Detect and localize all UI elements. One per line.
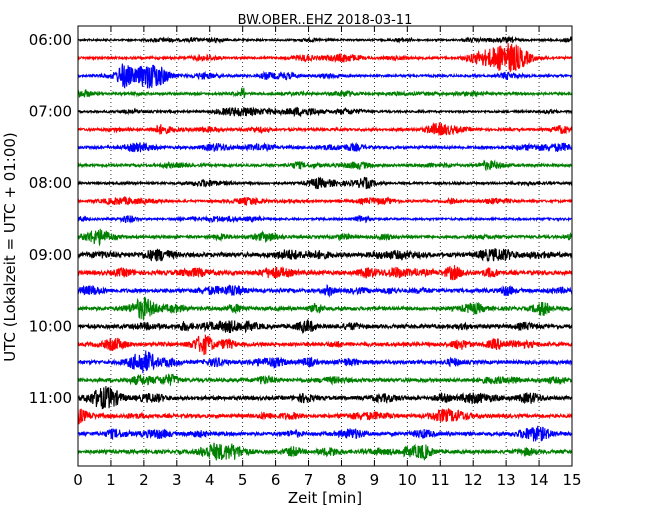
x-tick-label: 15 xyxy=(562,471,581,489)
x-tick-label: 9 xyxy=(370,471,380,489)
x-tick-label: 13 xyxy=(497,471,516,489)
y-axis-label: UTC (Lokalzeit = UTC + 01:00) xyxy=(1,132,19,362)
x-tick-label: 14 xyxy=(530,471,549,489)
trace-11:45 xyxy=(77,442,573,461)
y-tick-label: 11:00 xyxy=(29,389,72,407)
trace-06:45 xyxy=(77,87,573,99)
trace-08:00 xyxy=(77,176,573,190)
trace-09:00 xyxy=(77,248,573,263)
x-tick-label: 11 xyxy=(431,471,450,489)
y-tick-label: 09:00 xyxy=(29,246,72,264)
x-tick-label: 0 xyxy=(73,471,83,489)
y-tick-label: 06:00 xyxy=(29,31,72,49)
trace-11:15 xyxy=(77,407,573,425)
x-axis-label: Zeit [min] xyxy=(288,489,362,507)
trace-10:30 xyxy=(77,350,573,374)
trace-10:15 xyxy=(77,334,573,356)
x-tick-label: 8 xyxy=(337,471,347,489)
trace-09:30 xyxy=(77,283,573,298)
grid-lines xyxy=(110,26,540,466)
trace-08:30 xyxy=(77,214,573,224)
x-tick-label: 6 xyxy=(271,471,281,489)
trace-09:15 xyxy=(77,265,573,281)
y-axis-ticks: 06:00 07:00 08:00 09:00 10:00 11:00 xyxy=(29,31,572,407)
trace-07:00 xyxy=(77,106,573,118)
plot-frame xyxy=(77,25,573,467)
trace-09:45 xyxy=(77,296,573,322)
y-tick-label: 10:00 xyxy=(29,317,72,335)
x-tick-label: 10 xyxy=(398,471,417,489)
x-tick-label: 4 xyxy=(205,471,215,489)
trace-07:45 xyxy=(77,159,573,172)
trace-07:30 xyxy=(77,141,573,153)
trace-10:45 xyxy=(77,373,573,386)
y-tick-label: 08:00 xyxy=(29,174,72,192)
x-tick-label: 1 xyxy=(106,471,116,489)
x-tick-label: 7 xyxy=(304,471,314,489)
trace-11:00 xyxy=(77,386,573,410)
trace-08:15 xyxy=(77,196,573,206)
x-tick-label: 2 xyxy=(139,471,149,489)
trace-06:00 xyxy=(77,35,573,45)
seismic-traces xyxy=(77,35,573,461)
x-tick-label: 12 xyxy=(464,471,483,489)
trace-10:00 xyxy=(77,319,573,335)
trace-06:30 xyxy=(77,63,573,89)
x-tick-label: 3 xyxy=(172,471,182,489)
trace-08:45 xyxy=(77,228,573,247)
x-tick-label: 5 xyxy=(238,471,248,489)
trace-11:30 xyxy=(77,425,573,442)
trace-07:15 xyxy=(77,122,573,136)
trace-06:15 xyxy=(77,43,573,73)
x-axis-ticks: 0 1 2 3 4 5 6 7 8 9 10 11 12 13 14 15 xyxy=(73,26,582,489)
y-tick-label: 07:00 xyxy=(29,103,72,121)
chart-title: BW.OBER..EHZ 2018-03-11 xyxy=(238,13,413,28)
